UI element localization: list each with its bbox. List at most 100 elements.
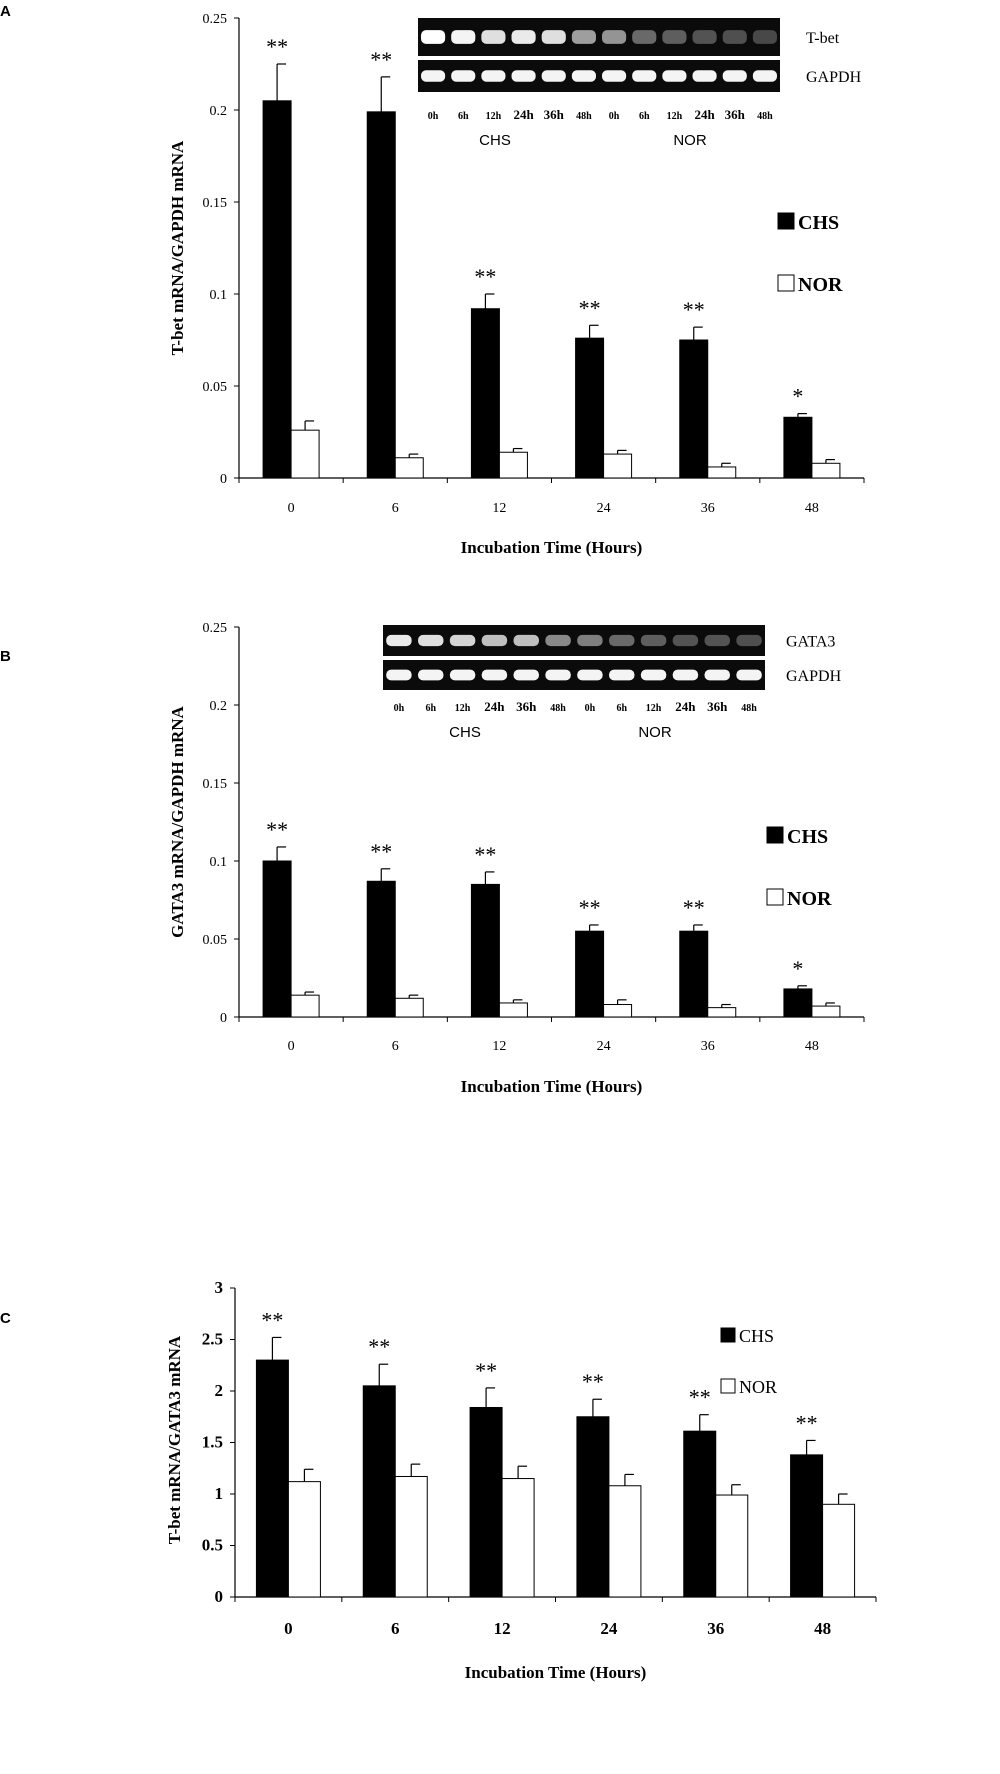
- bar-chs: [679, 339, 709, 479]
- gel-top-row-band: [451, 30, 476, 44]
- significance-mark: **: [579, 295, 601, 320]
- x-tick-label: 6: [392, 501, 399, 516]
- x-tick-label: 48: [814, 1619, 831, 1638]
- significance-mark: **: [474, 842, 496, 867]
- gel-lane-label: 48h: [550, 703, 566, 714]
- gel-top-row-band: [640, 634, 667, 647]
- gel-bottom-row-background: [418, 60, 780, 92]
- bar-nor: [608, 1485, 642, 1598]
- gel-lane-label: 0h: [585, 703, 596, 714]
- gel-lane-label: 0h: [394, 703, 405, 714]
- bar-chs: [470, 308, 500, 479]
- significance-mark: **: [474, 264, 496, 289]
- significance-mark: **: [368, 1334, 390, 1359]
- gel-lane-label: 6h: [425, 703, 436, 714]
- gel-bottom-row-band: [386, 669, 412, 681]
- legend-swatch-nor: [777, 274, 795, 292]
- gel-top-row-band: [577, 634, 603, 647]
- significance-mark: **: [579, 895, 601, 920]
- x-tick-label: 12: [492, 501, 506, 516]
- gel-bottom-row-band: [513, 669, 539, 681]
- gel-lane-label: 24h: [513, 107, 534, 122]
- bar-nor: [394, 1475, 428, 1598]
- gel-group-label: NOR: [673, 132, 707, 149]
- gel-lane-label: 36h: [544, 107, 565, 122]
- x-axis-title: Incubation Time (Hours): [465, 1663, 647, 1682]
- x-tick-label: 24: [597, 1039, 611, 1054]
- gel-bottom-row-background: [383, 660, 765, 690]
- gel-lane-label: 24h: [694, 107, 715, 122]
- legend-swatch-nor: [720, 1378, 736, 1394]
- gel-lane-label: 12h: [667, 111, 683, 122]
- gel-top-row-band: [541, 30, 566, 44]
- significance-mark: *: [792, 956, 803, 981]
- x-tick-label: 12: [494, 1619, 511, 1638]
- y-tick-label: 0.2: [210, 104, 228, 119]
- legend-swatch-chs: [777, 212, 795, 230]
- y-tick-label: 2.5: [202, 1330, 223, 1349]
- legend-swatch-nor: [766, 888, 784, 906]
- y-tick-label: 0.2: [210, 699, 228, 714]
- x-tick-label: 36: [701, 1039, 715, 1054]
- bar-chs: [679, 930, 709, 1018]
- gel-bottom-row-band: [421, 70, 446, 82]
- bar-nor: [287, 1481, 321, 1598]
- y-tick-label: 0.1: [210, 855, 228, 870]
- y-tick-label: 3: [215, 1278, 224, 1297]
- gel-lane-label: 12h: [455, 703, 471, 714]
- gel-lane-label: 6h: [458, 111, 469, 122]
- legend-label-nor: NOR: [739, 1377, 777, 1397]
- significance-mark: **: [266, 817, 288, 842]
- bar-chs: [366, 111, 396, 479]
- bar-nor: [822, 1503, 856, 1598]
- bar-chs: [255, 1359, 289, 1598]
- gel-top-row-band: [511, 30, 536, 44]
- bar-chs: [366, 880, 396, 1018]
- legend-label-chs: CHS: [798, 212, 839, 234]
- gel-top-row-band: [418, 634, 444, 647]
- bar-chs: [790, 1454, 824, 1598]
- gel-top-row-band: [672, 634, 699, 647]
- gel-bottom-row-band: [481, 70, 506, 82]
- y-axis-title: T-bet mRNA/GATA3 mRNA: [165, 1335, 184, 1544]
- y-tick-label: 0: [220, 1011, 227, 1026]
- legend-label-nor: NOR: [787, 888, 832, 910]
- bar-chs: [783, 988, 813, 1018]
- gel-bottom-row-band: [449, 669, 476, 681]
- bar-nor: [603, 453, 633, 479]
- y-tick-label: 2: [215, 1381, 224, 1400]
- gel-lane-label: 36h: [707, 699, 728, 714]
- x-tick-label: 24: [597, 501, 611, 516]
- y-tick-label: 0.1: [210, 288, 228, 303]
- significance-mark: **: [683, 297, 705, 322]
- gel-lane-label: 12h: [646, 703, 662, 714]
- significance-mark: **: [475, 1358, 497, 1383]
- gel-top-row-band: [481, 634, 508, 647]
- x-tick-label: 6: [391, 1619, 400, 1638]
- gel-top-row-band: [545, 634, 571, 647]
- x-tick-label: 36: [701, 501, 715, 516]
- gel-group-label: NOR: [638, 724, 672, 741]
- bar-chs: [262, 860, 292, 1018]
- y-tick-label: 0.25: [203, 12, 228, 27]
- y-tick-label: 0.25: [203, 621, 228, 636]
- bar-nor: [715, 1494, 749, 1598]
- panel-letter-c: C: [0, 1310, 11, 1327]
- gel-bottom-row-band: [511, 70, 536, 82]
- gel-top-row-band: [386, 634, 412, 647]
- significance-mark: **: [370, 839, 392, 864]
- bar-chs: [470, 883, 500, 1018]
- gel-top-row-band: [722, 30, 747, 44]
- gel-bottom-row-band: [704, 669, 730, 681]
- chart-panel-a: 00.050.10.150.20.250 6 12 24 36 48******** ***…: [168, 12, 865, 557]
- bar-chs: [575, 930, 605, 1018]
- gel-top-row-band: [704, 634, 730, 647]
- bar-nor: [811, 1005, 841, 1018]
- gel-top-row-band: [662, 30, 687, 44]
- gel-lane-label: 36h: [516, 699, 537, 714]
- gel-bottom-row-band: [602, 70, 627, 82]
- gel-bottom-row-band: [418, 669, 444, 681]
- gel-bottom-row-band: [541, 70, 566, 82]
- gel-bottom-row-band: [672, 669, 699, 681]
